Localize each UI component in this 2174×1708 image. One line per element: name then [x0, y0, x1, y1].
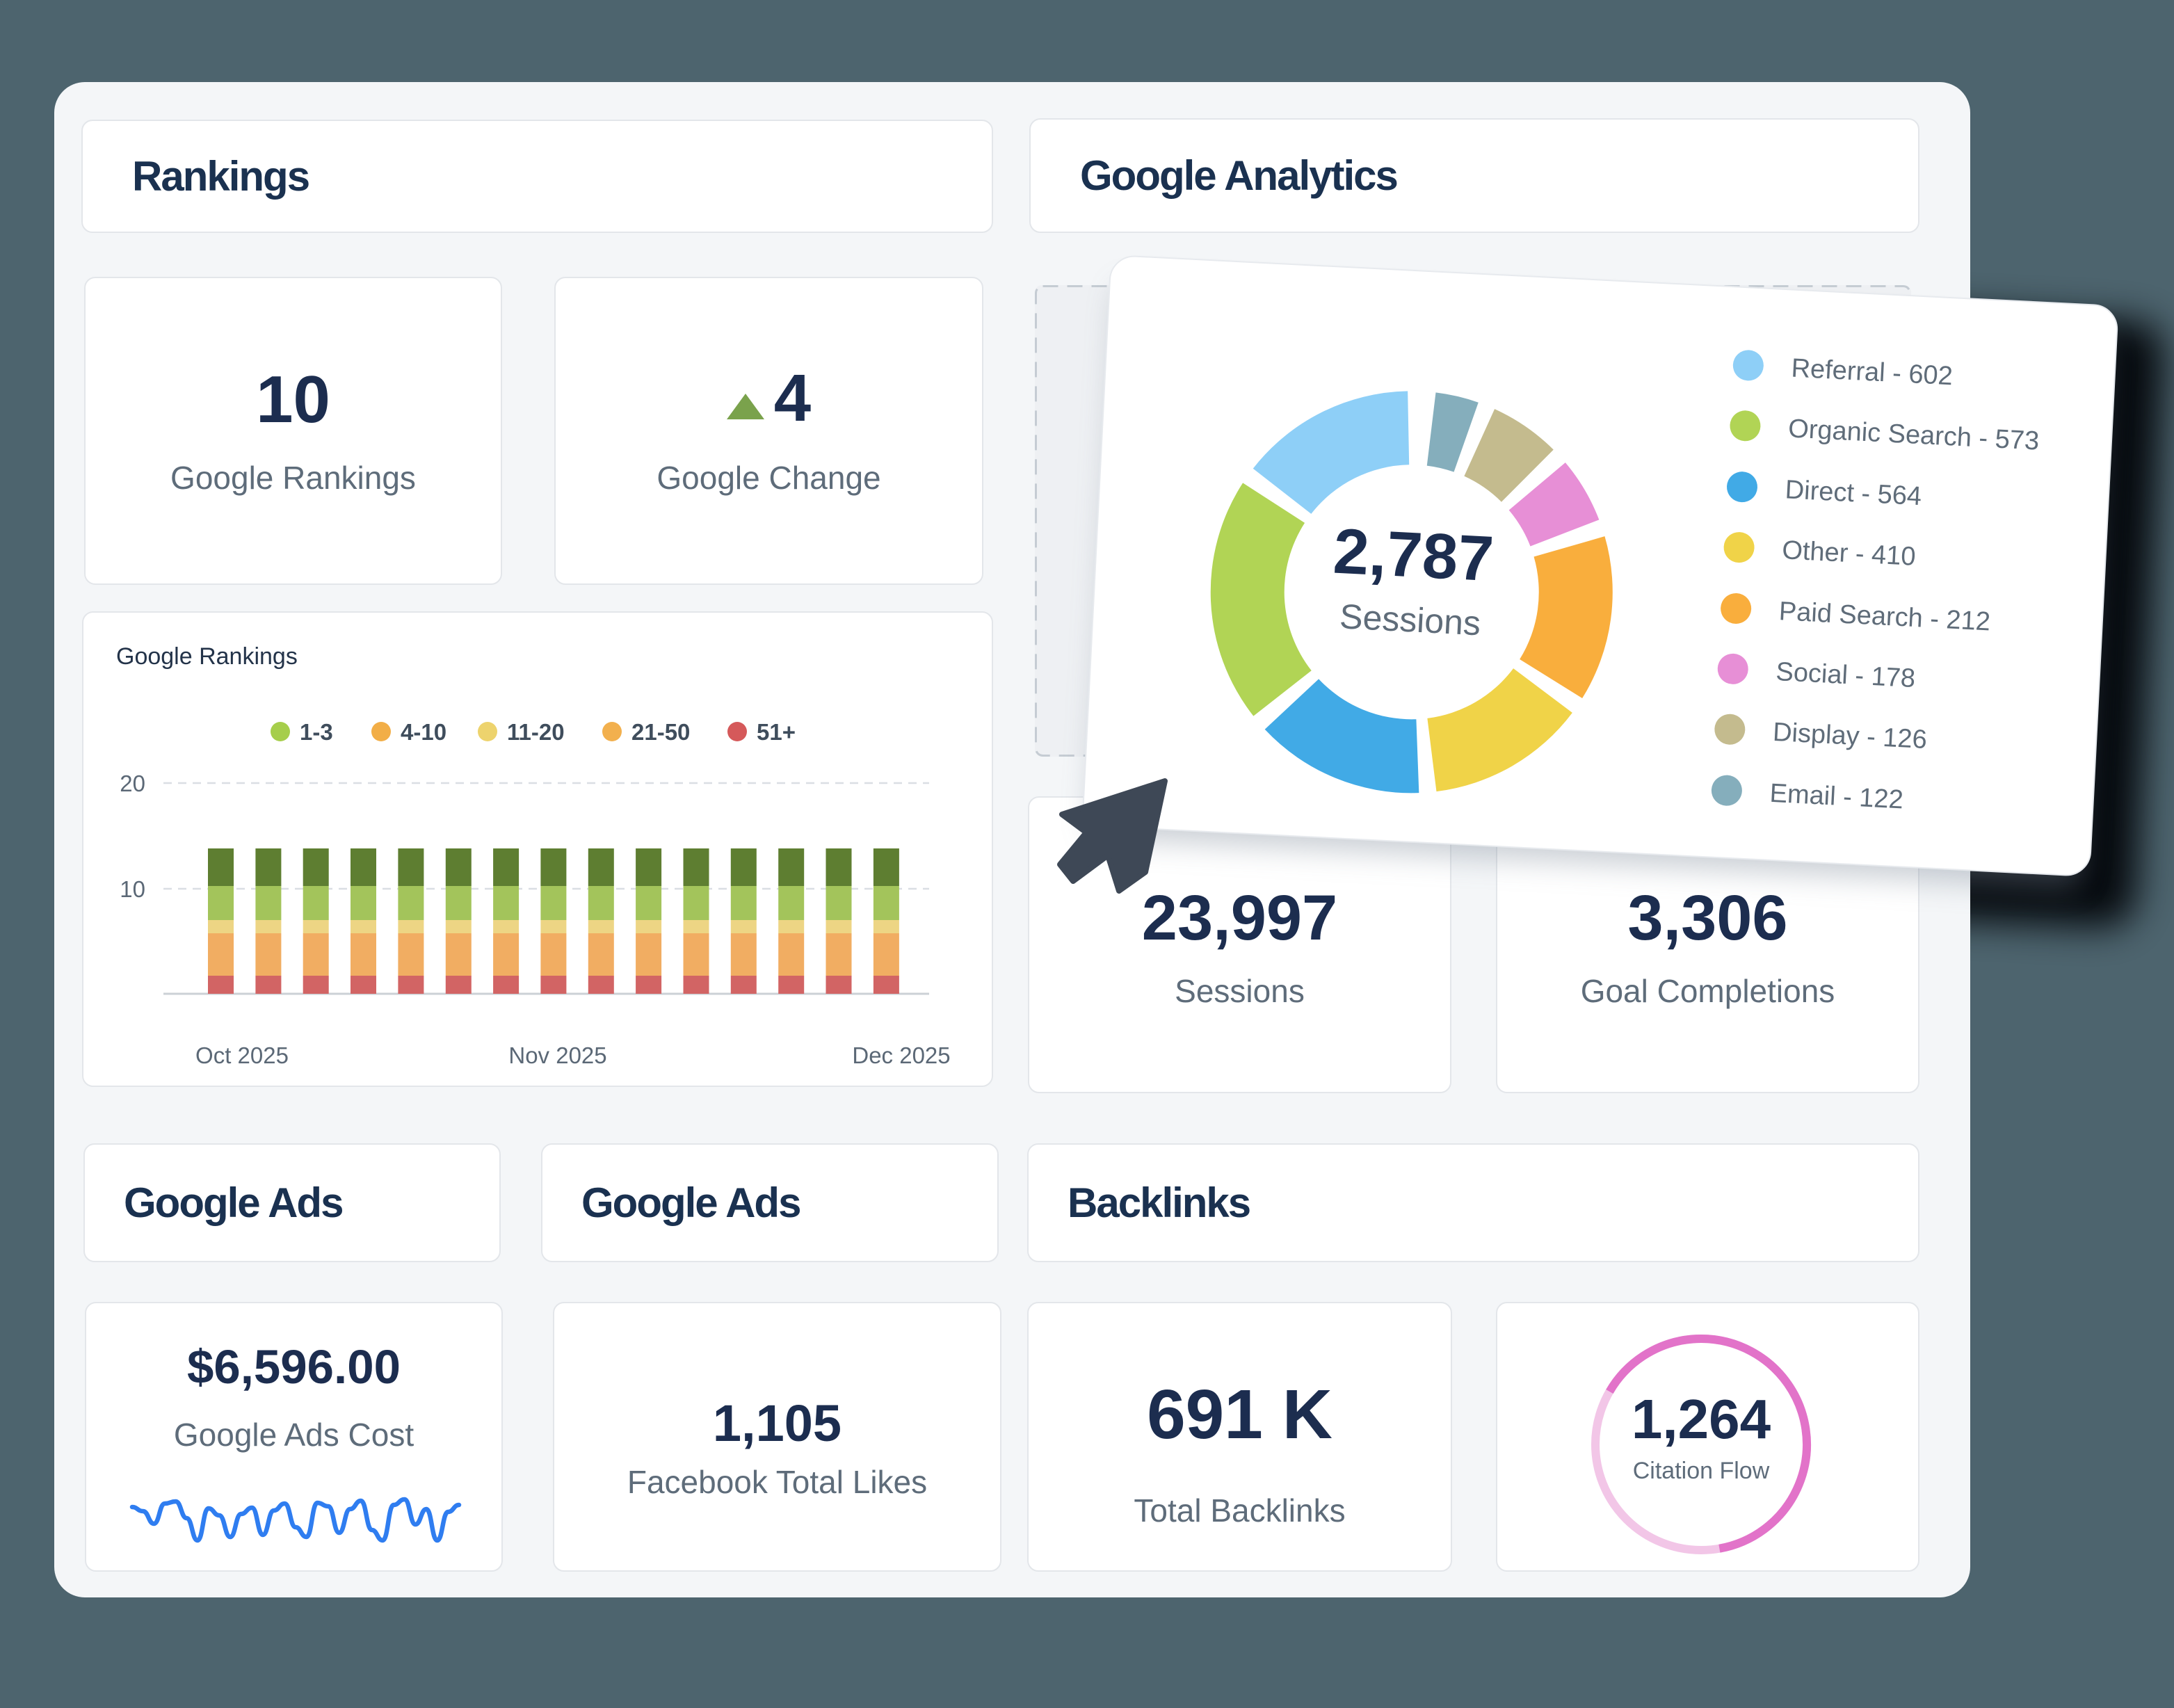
- svg-text:4-10: 4-10: [401, 719, 446, 745]
- svg-text:1-3: 1-3: [300, 719, 333, 745]
- svg-text:Dec 2025: Dec 2025: [852, 1042, 950, 1068]
- svg-text:Paid Search - 212: Paid Search - 212: [1778, 597, 1991, 636]
- svg-text:Citation Flow: Citation Flow: [1633, 1458, 1770, 1484]
- svg-text:Display - 126: Display - 126: [1772, 718, 1928, 755]
- svg-text:20: 20: [120, 771, 145, 796]
- svg-text:21-50: 21-50: [631, 719, 690, 745]
- svg-text:Sessions: Sessions: [1339, 597, 1481, 643]
- svg-text:Direct - 564: Direct - 564: [1785, 475, 1922, 511]
- svg-text:1,264: 1,264: [1632, 1388, 1771, 1450]
- svg-text:11-20: 11-20: [507, 719, 565, 745]
- svg-text:51+: 51+: [757, 719, 796, 745]
- svg-text:Email - 122: Email - 122: [1769, 779, 1904, 815]
- svg-text:Social - 178: Social - 178: [1776, 657, 1917, 693]
- svg-text:Oct 2025: Oct 2025: [195, 1042, 289, 1068]
- svg-text:Nov 2025: Nov 2025: [508, 1042, 606, 1068]
- svg-text:Organic Search - 573: Organic Search - 573: [1787, 414, 2040, 456]
- svg-text:2,787: 2,787: [1332, 516, 1495, 595]
- svg-text:Referral - 602: Referral - 602: [1791, 354, 1954, 392]
- svg-text:Other - 410: Other - 410: [1781, 535, 1916, 572]
- svg-text:10: 10: [120, 876, 145, 902]
